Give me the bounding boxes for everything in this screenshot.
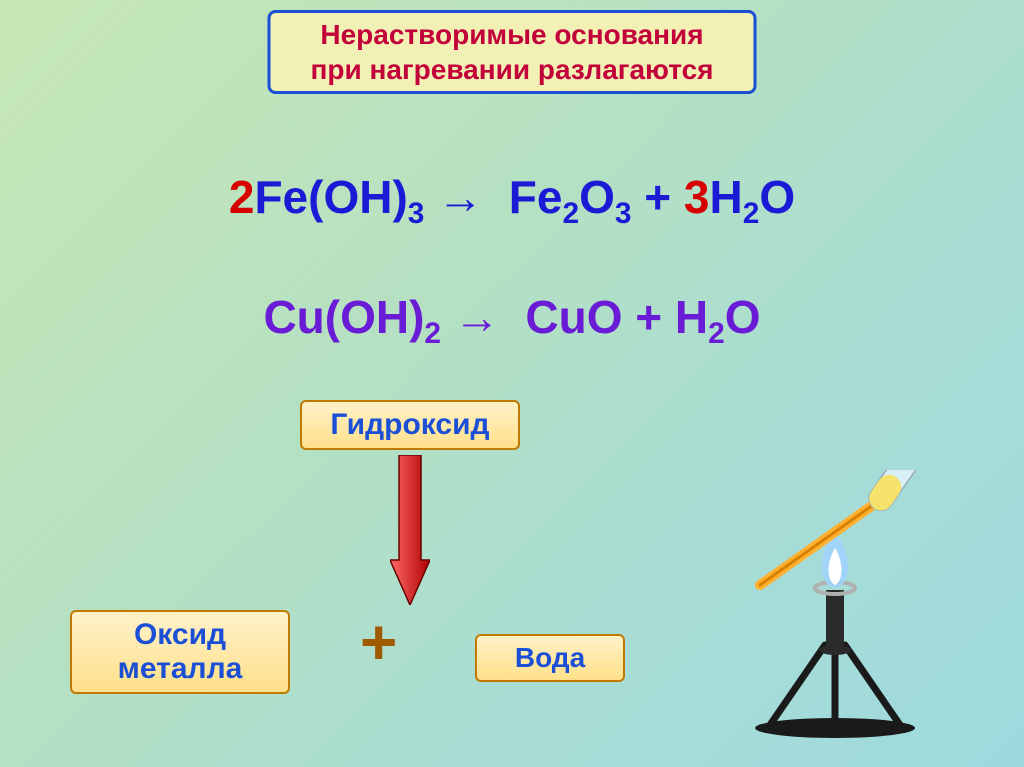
title-box: Нерастворимые основания при нагревании р… xyxy=(268,10,757,94)
water-label: Вода xyxy=(515,642,585,673)
title-line-1: Нерастворимые основания xyxy=(311,17,714,52)
oxide-label-line2: металла xyxy=(90,652,270,686)
hydroxide-box: Гидроксид xyxy=(300,400,520,450)
equation-1: 2Fe(OH)3 → Fe2O3 + 3H2O xyxy=(0,170,1024,231)
oxide-label-line1: Оксид xyxy=(90,618,270,652)
oxide-box: Оксид металла xyxy=(70,610,290,694)
hydroxide-label: Гидроксид xyxy=(330,408,489,441)
plus-sign: + xyxy=(360,605,397,679)
water-box: Вода xyxy=(475,634,625,682)
equation-2: Cu(OH)2 → CuO + H2O xyxy=(0,290,1024,351)
arrow-down-icon xyxy=(390,455,430,605)
bunsen-burner-icon xyxy=(730,470,940,740)
title-line-2: при нагревании разлагаются xyxy=(311,52,714,87)
